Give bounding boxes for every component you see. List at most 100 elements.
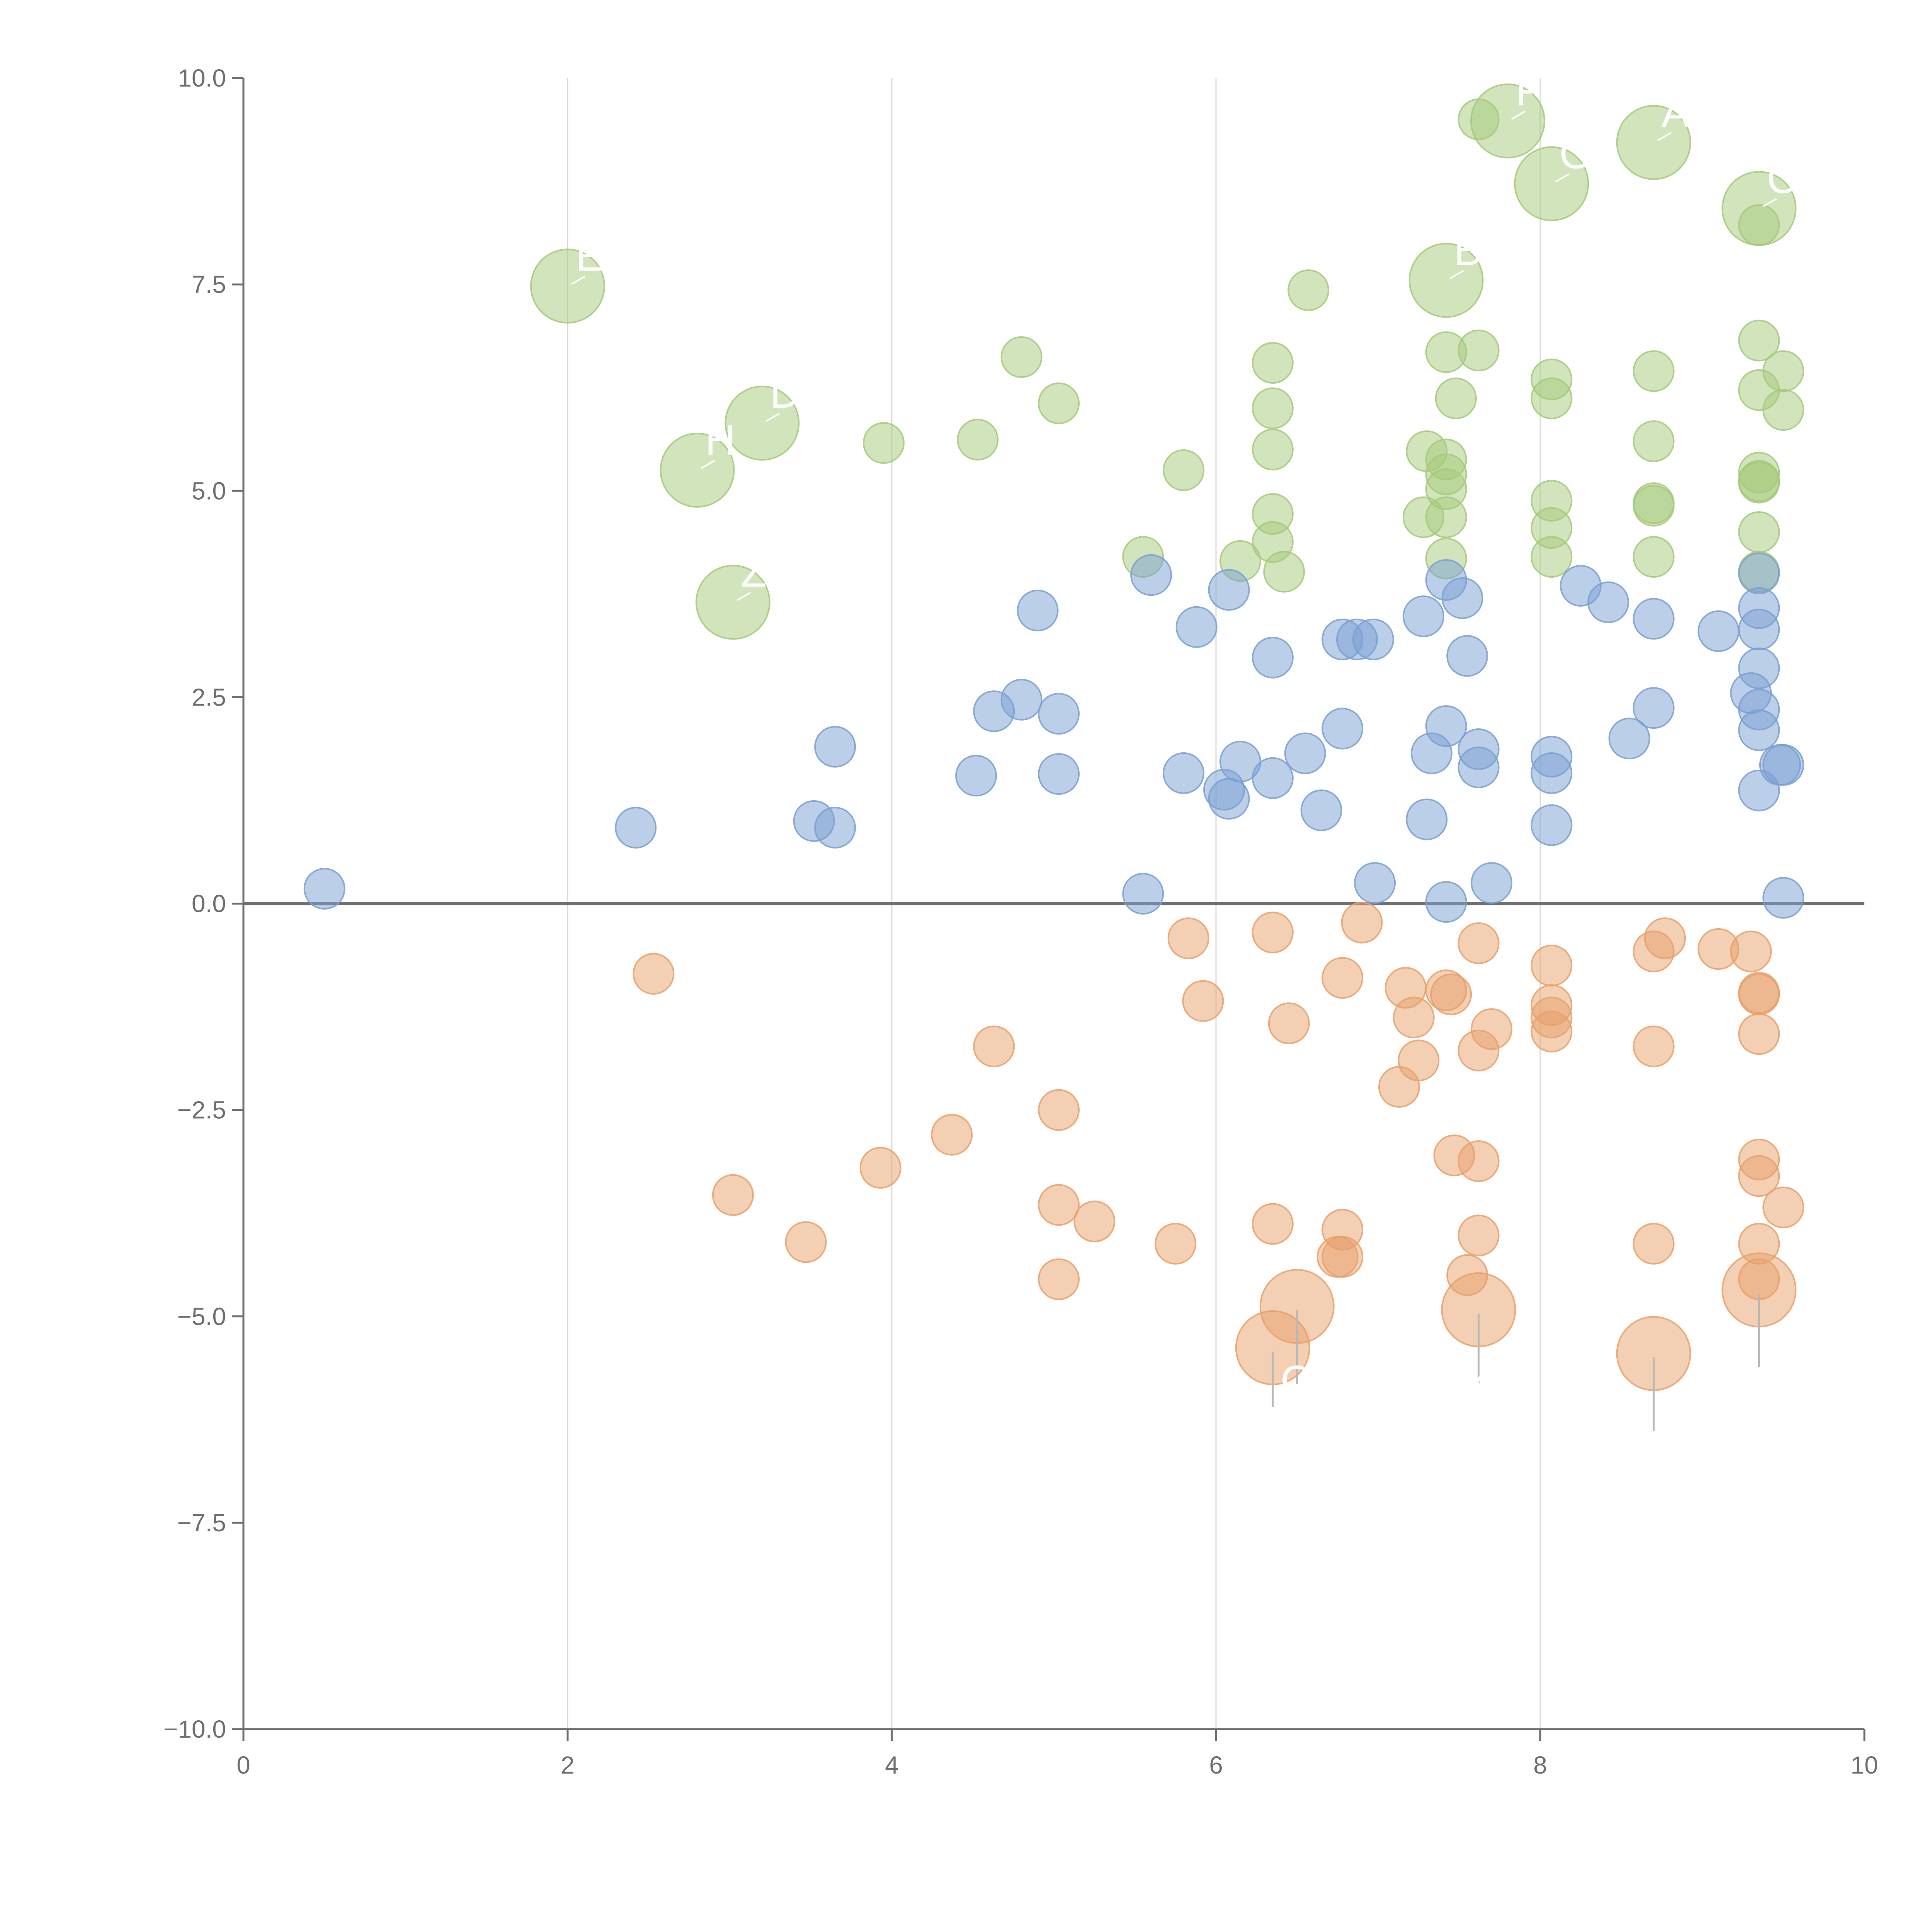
highlight-point-high [1616, 105, 1691, 180]
data-point-mid [1738, 647, 1780, 689]
data-point-low [1167, 917, 1209, 959]
data-point-mid [1038, 693, 1080, 735]
point-label: I [1267, 1398, 1279, 1446]
data-point-mid [1208, 569, 1250, 611]
highlight-point-high [1408, 243, 1484, 318]
y-tick-label: −5.0 [177, 1303, 226, 1330]
highlight-point-high [1514, 146, 1589, 221]
data-points [303, 83, 1804, 1391]
data-point-mid [1163, 752, 1205, 794]
data-point-low [1321, 957, 1364, 999]
data-point-high [1252, 429, 1294, 471]
data-point-high [1252, 342, 1294, 384]
data-point-mid [1531, 752, 1573, 794]
data-point-mid [1252, 636, 1294, 679]
y-tick-label: 5.0 [192, 477, 226, 505]
point-labels: E DH Z A G B F C IO K M L [571, 67, 1798, 1452]
data-point-mid [1122, 872, 1164, 915]
data-point-low [973, 1026, 1015, 1068]
highlight-point-high [660, 432, 735, 508]
x-tick-label: 2 [561, 1751, 575, 1779]
data-point-high [1762, 389, 1804, 431]
leader-line [1511, 111, 1526, 120]
data-point-mid [1354, 862, 1396, 904]
data-point-low [1738, 1155, 1780, 1197]
highlight-point-high [1470, 83, 1546, 159]
data-point-low [1531, 944, 1573, 986]
data-point-mid [1038, 753, 1080, 795]
data-point-low [1182, 980, 1224, 1022]
data-point-high [1531, 536, 1573, 578]
point-label: Z [741, 549, 767, 596]
data-point-high [1038, 382, 1080, 424]
data-point-high [1633, 420, 1675, 463]
data-point-low [1321, 1209, 1364, 1251]
data-point-low [1268, 1002, 1310, 1044]
leader-line [1762, 198, 1777, 207]
data-point-low [1341, 901, 1383, 944]
x-tick-label: 8 [1533, 1751, 1547, 1779]
leader-line [765, 413, 780, 422]
data-point-mid [1633, 598, 1675, 640]
point-label: C [1767, 155, 1797, 202]
data-point-low [1633, 1026, 1675, 1068]
data-point-mid [955, 755, 997, 797]
data-point-high [1633, 536, 1675, 578]
x-tick-label: 0 [236, 1751, 250, 1779]
data-point-low [1252, 912, 1294, 954]
data-point-mid [1446, 635, 1488, 677]
leader-line [1449, 270, 1464, 279]
x-tick-label: 10 [1850, 1751, 1878, 1779]
data-point-low [1633, 1223, 1675, 1265]
x-tick-label: 4 [885, 1751, 899, 1779]
data-point-mid [1587, 581, 1629, 623]
data-point-low [1644, 917, 1686, 959]
leader-line [701, 460, 715, 469]
point-label: L [1747, 1340, 1771, 1388]
data-point-mid [1738, 709, 1780, 751]
point-label: O [1281, 1357, 1314, 1405]
data-point-mid [303, 868, 345, 910]
data-point-high [1435, 377, 1477, 419]
data-point-mid [1425, 881, 1467, 923]
data-point-low [1155, 1223, 1197, 1265]
data-point-high [1633, 350, 1675, 392]
data-point-mid [1425, 705, 1467, 747]
y-tick-label: −2.5 [177, 1096, 226, 1124]
data-point-low [1458, 922, 1500, 964]
y-tick-label: 7.5 [192, 270, 226, 298]
data-point-mid [1458, 746, 1500, 788]
data-point-mid [1321, 707, 1364, 750]
data-point-low [633, 953, 675, 995]
data-point-mid [1633, 687, 1675, 729]
axes: 10.0 7.5 5.0 2.5 0.0 −2.5 −5.0 −7.5 −10.0 0 2 4 6 8 10 [163, 64, 1878, 1779]
data-point-mid [1252, 757, 1294, 799]
data-point-high [1252, 387, 1294, 429]
data-point-low [1038, 1258, 1080, 1300]
data-point-mid [1738, 609, 1780, 651]
data-point-low [1471, 1008, 1513, 1050]
y-tick-label: 2.5 [192, 683, 226, 711]
data-point-high [1263, 551, 1305, 593]
data-point-high [1762, 350, 1804, 392]
leader-line [571, 276, 585, 285]
data-point-mid [1284, 732, 1326, 774]
point-label: B [1454, 226, 1482, 274]
y-tick-label: 10.0 [178, 64, 226, 92]
data-point-mid [1608, 718, 1650, 760]
data-point-high [957, 418, 999, 461]
data-point-mid [814, 806, 856, 849]
data-point-high [1738, 461, 1780, 503]
data-point-low [1038, 1089, 1080, 1131]
data-point-mid [1762, 744, 1804, 786]
data-point-low [1393, 997, 1435, 1039]
data-point-mid [1406, 798, 1448, 840]
y-tick-label: −7.5 [177, 1509, 226, 1537]
data-point-high [1287, 269, 1330, 311]
data-point-mid [1352, 618, 1394, 660]
data-point-low [1430, 973, 1472, 1015]
data-point-high [1738, 511, 1780, 553]
leader-line [1657, 132, 1672, 141]
data-point-high [1633, 485, 1675, 527]
